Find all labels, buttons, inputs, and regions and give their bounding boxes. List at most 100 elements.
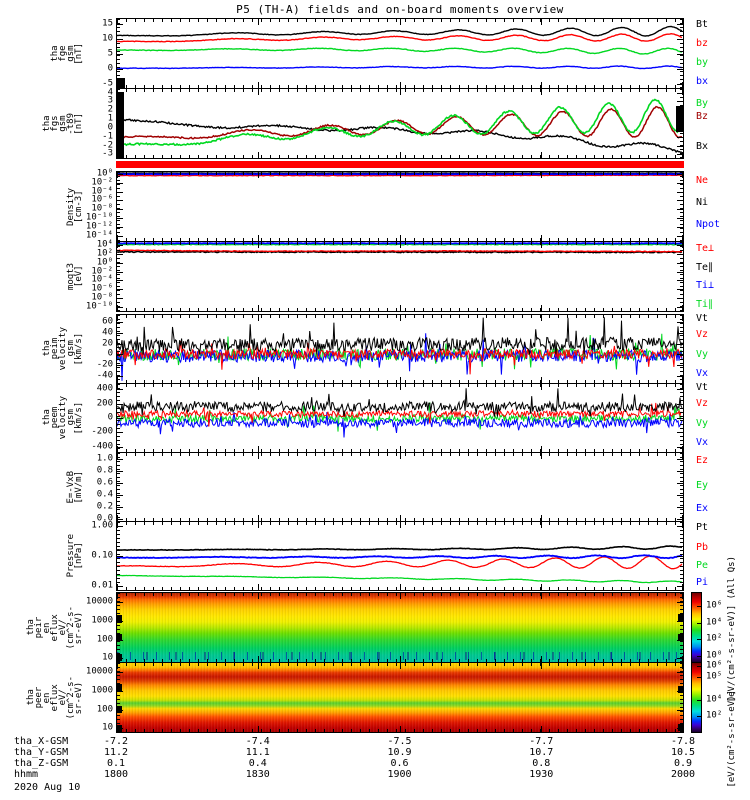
xtick-mark (540, 82, 542, 88)
offscale-block (678, 634, 683, 640)
ytick-label: 400 (96, 383, 113, 394)
ytick-mark (677, 200, 683, 202)
xtick-mark (540, 242, 542, 248)
series-Vt (117, 388, 683, 417)
ytick-mark (117, 191, 123, 193)
xtick-mark (540, 305, 542, 311)
ytick-mark (117, 226, 123, 228)
xtick-mark (399, 19, 401, 25)
xtick-mark (540, 584, 542, 590)
xrow-value: 11.1 (245, 747, 270, 758)
xrow-label-tha_X-GSM: tha_X-GSM (14, 736, 69, 747)
series-Vy (117, 402, 683, 432)
ytick-mark (677, 709, 683, 711)
series-Pb (117, 555, 683, 570)
series-Pt (117, 545, 683, 552)
colorbar-tick-label: 10⁶ (706, 660, 723, 671)
xrow-value: 0.6 (390, 758, 409, 769)
xtick-mark (117, 315, 118, 321)
ytick-mark (677, 494, 683, 496)
ytick-label: 1.0 (96, 453, 113, 464)
legend-Vx: Vx (696, 368, 709, 380)
minor-ticks (117, 315, 120, 383)
ytick-mark (117, 518, 123, 520)
minor-ticks (117, 593, 120, 662)
xtick-mark (399, 663, 401, 669)
ytick-mark (677, 154, 683, 156)
legend-Ey: Ey (696, 480, 709, 492)
ytick-label: 0.2 (96, 501, 113, 512)
ytick-mark (117, 389, 123, 391)
legend-by: by (696, 57, 709, 69)
xtick-mark (258, 172, 260, 178)
ytick-label: 10000 (85, 596, 113, 607)
legend-Bz: Bz (696, 110, 709, 122)
ytick-label: 10⁻¹⁴ (85, 230, 113, 241)
ytick-label: 5 (107, 48, 113, 58)
xtick-mark (682, 522, 683, 528)
ytick-mark (677, 191, 683, 193)
ytick-mark (677, 289, 683, 291)
ytick-label: -200 (91, 426, 113, 437)
series-Bt (117, 25, 683, 37)
ytick-label: 0.4 (96, 489, 113, 500)
legend-Pt: Pt (696, 522, 709, 534)
colorbar-tick-mark (697, 606, 701, 608)
legend-Vy: Vy (696, 418, 709, 430)
series-By (117, 98, 683, 147)
ytick-label: -1 (102, 131, 113, 142)
minor-ticks (680, 593, 683, 662)
xtick-mark (540, 235, 542, 241)
xtick-mark (258, 315, 260, 321)
xrow-value: 0.9 (673, 758, 693, 769)
ytick-label: 10⁻⁶ (91, 283, 113, 294)
panel-electron-velocity: tha peem velocity gsm [km/s] 400 200 0 -200-… (42, 383, 708, 453)
legend-Bx: Bx (696, 140, 709, 152)
ytick-mark (677, 23, 683, 25)
xtick-mark (258, 663, 260, 669)
panel-density: Density [cm-3] 10⁰ 10⁻² 10⁻⁴ 10⁻⁶ 10⁻⁸ 10⁻¹⁰ 10… (66, 169, 720, 242)
xtick-mark (258, 593, 260, 599)
xtick-mark (258, 515, 260, 521)
xtick-mark (399, 172, 401, 178)
colorbar-tick-label: 10⁴ (706, 617, 723, 628)
xtick-mark (117, 19, 118, 25)
offscale-block (117, 634, 122, 642)
xtick-mark (258, 152, 260, 158)
xtick-mark (117, 377, 118, 383)
legend-Vt: Vt (696, 382, 709, 394)
ytick-mark (677, 403, 683, 405)
offscale-block (117, 725, 122, 732)
xtick-mark (682, 235, 683, 241)
legend-Ex: Ex (696, 503, 709, 515)
ytick-mark (677, 354, 683, 356)
ytick-mark (677, 470, 683, 472)
xrow-value: -7.4 (245, 736, 270, 747)
legend-Ez: Ez (696, 455, 709, 467)
xtick-mark (117, 515, 118, 521)
xrow-value: -7.2 (103, 736, 129, 747)
colorbar-tick-mark (697, 639, 701, 641)
ytick-mark (117, 209, 123, 211)
ytick-mark (677, 92, 683, 94)
ytick-mark (117, 306, 123, 308)
ytick-mark (117, 289, 123, 291)
xtick-mark (682, 19, 683, 25)
ytick-label: -400 (91, 441, 113, 452)
xtick-mark (540, 726, 542, 732)
ytick-label: 10 (102, 33, 113, 43)
ytick-mark (677, 365, 683, 367)
spectrogram-fill-peer (117, 663, 683, 732)
series-plot-fge (117, 25, 683, 70)
ytick-label: 2 (107, 104, 113, 115)
xtick-mark (682, 152, 683, 158)
ytick-mark (677, 173, 683, 175)
series-plot-peim (117, 317, 683, 381)
xtick-mark (117, 593, 118, 599)
ytick-mark (117, 68, 123, 70)
ytick-mark (117, 494, 123, 496)
ytick-mark (117, 365, 123, 367)
xtick-mark (258, 235, 260, 241)
colorbar-tick-mark (697, 677, 701, 679)
ytick-mark (677, 602, 683, 604)
